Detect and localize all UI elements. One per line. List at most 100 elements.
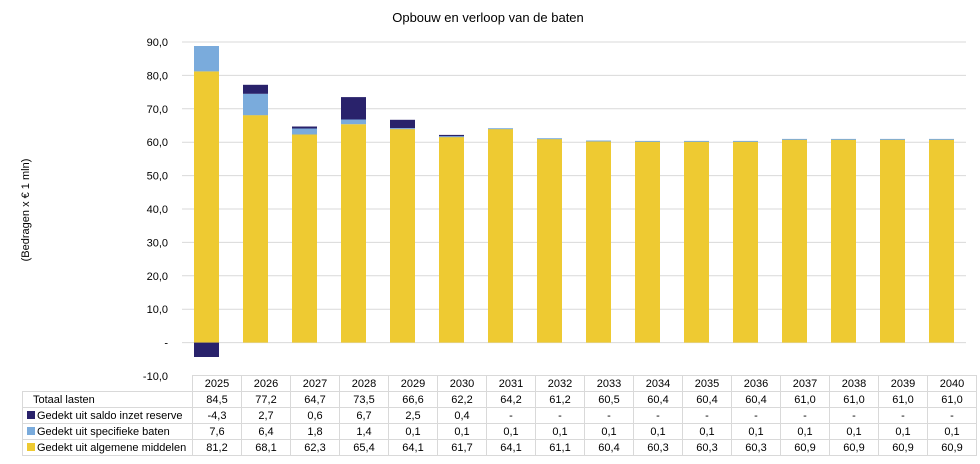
table-category-2036: 2036 <box>731 375 781 392</box>
data-label-2027: 62,3 <box>290 439 340 456</box>
data-label-2037: 60,9 <box>780 439 830 456</box>
data-label-2036: 60,3 <box>731 439 781 456</box>
table-category-2025: 2025 <box>192 375 242 392</box>
legend-entry: Totaal lasten <box>33 393 95 406</box>
data-label-2030: 0,1 <box>437 423 487 440</box>
table-category-2026: 2026 <box>241 375 291 392</box>
bar-2026-gedekt-uit-specifieke-baten <box>243 93 268 116</box>
table-category-2040: 2040 <box>927 375 977 392</box>
data-label-2039: 61,0 <box>878 391 928 408</box>
data-label-2036: 60,4 <box>731 391 781 408</box>
data-label-2035: 60,4 <box>682 391 732 408</box>
data-label-2038: 60,9 <box>829 439 879 456</box>
data-label-2029: 64,1 <box>388 439 438 456</box>
data-label-2040: 61,0 <box>927 391 977 408</box>
data-label-2034: 60,3 <box>633 439 683 456</box>
table-row: Totaal lasten 84,5 77,2 64,7 73,5 66,6 62,2 64,… <box>22 391 977 408</box>
data-label-2034: 60,4 <box>633 391 683 408</box>
data-label-2032: 61,1 <box>535 439 585 456</box>
bar-2025-gedekt-uit-specifieke-baten <box>194 46 219 72</box>
legend-swatch <box>27 410 35 419</box>
bar-2030-gedekt-uit-saldo-inzet-reserve <box>439 134 464 137</box>
bar-2026-gedekt-uit-saldo-inzet-reserve <box>243 84 268 94</box>
table-category-2032: 2032 <box>535 375 585 392</box>
table-header-row: 2025 2026 2027 2028 2029 2030 2031 2032 2033 2034… <box>22 375 977 392</box>
bars <box>194 46 954 357</box>
y-axis-label: (Bedragen x € 1 mln) <box>20 159 32 262</box>
bar-2037-gedekt-uit-algemene-middelen <box>782 139 807 343</box>
data-label-2030: 62,2 <box>437 391 487 408</box>
table-category-2038: 2038 <box>829 375 879 392</box>
table-category-2031: 2031 <box>486 375 536 392</box>
y-tick-label: 90,0 <box>147 37 168 49</box>
data-label-2025: 84,5 <box>192 391 242 408</box>
table-category-2027: 2027 <box>290 375 340 392</box>
bar-2036-gedekt-uit-specifieke-baten <box>733 140 758 142</box>
bar-2025-gedekt-uit-algemene-middelen <box>194 71 219 343</box>
bar-2032-gedekt-uit-algemene-middelen <box>537 138 562 343</box>
table-category-2037: 2037 <box>780 375 830 392</box>
y-tick-label: 60,0 <box>147 137 168 149</box>
data-label-2028: 6,7 <box>339 407 389 424</box>
bar-2033-gedekt-uit-specifieke-baten <box>586 140 611 142</box>
series-label: Gedekt uit specifieke baten <box>22 423 193 440</box>
data-label-2029: 0,1 <box>388 423 438 440</box>
legend-swatch <box>27 426 35 435</box>
data-label-2028: 73,5 <box>339 391 389 408</box>
y-tick-label: 10,0 <box>147 304 168 316</box>
y-tick-label: - <box>164 338 168 350</box>
data-label-2030: 0,4 <box>437 407 487 424</box>
bar-2031-gedekt-uit-specifieke-baten <box>488 128 513 130</box>
bar-2034-gedekt-uit-specifieke-baten <box>635 140 660 142</box>
table-category-2030: 2030 <box>437 375 487 392</box>
data-label-2031: 64,2 <box>486 391 536 408</box>
data-label-2033: 0,1 <box>584 423 634 440</box>
bar-2028-gedekt-uit-saldo-inzet-reserve <box>341 97 366 120</box>
data-label-2027: 0,6 <box>290 407 340 424</box>
table-category-2035: 2035 <box>682 375 732 392</box>
data-label-2026: 6,4 <box>241 423 291 440</box>
series-label: Gedekt uit algemene middelen <box>22 439 193 456</box>
data-label-2025: 81,2 <box>192 439 242 456</box>
bar-2027-gedekt-uit-specifieke-baten <box>292 128 317 135</box>
data-label-2038: 61,0 <box>829 391 879 408</box>
bar-2038-gedekt-uit-algemene-middelen <box>831 139 856 343</box>
legend-entry: Gedekt uit algemene middelen <box>37 441 187 454</box>
data-label-2033: 60,5 <box>584 391 634 408</box>
chart-title: Opbouw en verloop van de baten <box>392 10 584 25</box>
legend-entry: Gedekt uit saldo inzet reserve <box>37 409 183 422</box>
bar-2038-gedekt-uit-specifieke-baten <box>831 138 856 140</box>
data-label-2037: 0,1 <box>780 423 830 440</box>
data-label-2026: 2,7 <box>241 407 291 424</box>
data-label-2032: - <box>535 407 585 424</box>
data-label-2037: 61,0 <box>780 391 830 408</box>
data-label-2032: 0,1 <box>535 423 585 440</box>
data-label-2034: 0,1 <box>633 423 683 440</box>
data-label-2028: 65,4 <box>339 439 389 456</box>
data-label-2029: 66,6 <box>388 391 438 408</box>
legend-entry: Gedekt uit specifieke baten <box>37 425 170 438</box>
bar-2040-gedekt-uit-specifieke-baten <box>929 138 954 140</box>
series-label: Totaal lasten <box>22 391 193 408</box>
data-label-2035: 60,3 <box>682 439 732 456</box>
bar-2028-gedekt-uit-algemene-middelen <box>341 124 366 343</box>
data-label-2028: 1,4 <box>339 423 389 440</box>
data-label-2037: - <box>780 407 830 424</box>
bar-2029-gedekt-uit-specifieke-baten <box>390 128 415 130</box>
y-tick-labels: -10,0-10,020,030,040,050,060,070,080,090… <box>143 37 168 383</box>
bar-2031-gedekt-uit-algemene-middelen <box>488 128 513 343</box>
data-label-2036: 0,1 <box>731 423 781 440</box>
data-label-2039: 60,9 <box>878 439 928 456</box>
bar-2039-gedekt-uit-algemene-middelen <box>880 139 905 343</box>
data-label-2025: -4,3 <box>192 407 242 424</box>
bar-2034-gedekt-uit-algemene-middelen <box>635 141 660 343</box>
data-label-2029: 2,5 <box>388 407 438 424</box>
data-label-2026: 77,2 <box>241 391 291 408</box>
data-label-2038: 0,1 <box>829 423 879 440</box>
data-label-2040: - <box>927 407 977 424</box>
bar-2040-gedekt-uit-algemene-middelen <box>929 139 954 343</box>
data-label-2027: 1,8 <box>290 423 340 440</box>
bar-2027-gedekt-uit-saldo-inzet-reserve <box>292 126 317 129</box>
data-label-2031: 0,1 <box>486 423 536 440</box>
